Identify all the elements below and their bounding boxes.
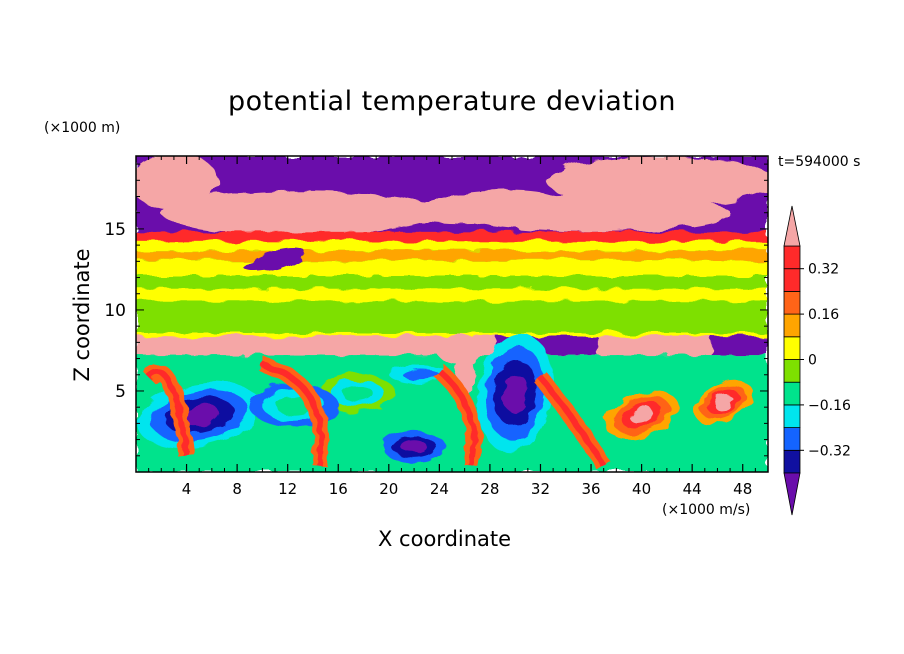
top-edge [136,231,768,242]
x-tick-label: 40 [632,480,651,498]
x-tick-label: 16 [329,480,348,498]
vortex-contour [401,440,428,454]
inversion-dip [711,336,768,356]
colorbar-tick-label: −0.32 [808,443,851,459]
middle-layer-band [136,276,768,289]
colorbar-swatch [783,268,801,292]
top-warm-patch [407,189,560,224]
colorbar: 0.32 0.16 0 −0.16 −0.32 [783,205,851,516]
top-warm-patch [161,190,440,236]
warm-arc [261,361,325,467]
warm-arc [146,369,190,457]
x-tick-label: 12 [278,480,297,498]
colorbar-swatch [783,336,801,360]
colorbar-bottom-extension [783,472,801,516]
x-axis-unit: (×1000 m/s) [662,502,751,518]
x-tick-label: 48 [733,480,752,498]
colorbar-swatch [783,404,801,428]
colorbar-swatch [783,381,801,406]
x-tick-label: 28 [480,480,499,498]
vortex-contour [630,407,654,423]
x-tick-label: 32 [531,480,550,498]
contour-field [136,156,768,472]
middle-layer-band [136,288,768,302]
top-warm-patch [546,156,768,207]
time-label: t=594000 s [778,154,861,170]
colorbar-swatch [783,449,801,474]
vortex-contour [341,385,373,401]
vortex-contour [275,396,313,415]
y-axis-unit: (×1000 m) [44,120,121,136]
colorbar-tick-label: −0.16 [808,398,851,414]
middle-layer-band [136,260,768,277]
x-tick-label: 24 [430,480,449,498]
middle-layer-band [136,250,768,261]
middle-layer-band [136,238,768,251]
colorbar-swatch [783,359,801,383]
cold-intrusion [244,248,306,273]
colorbar-tick-label: 0 [808,353,817,369]
x-tick-label: 44 [683,480,702,498]
vortex-contour [714,395,734,410]
middle-layer-band [136,301,768,333]
warm-arc [437,368,477,467]
y-tick-label: 15 [104,220,126,240]
top-warm-patch [136,156,219,210]
y-tick-label: 10 [104,301,126,321]
colorbar-swatch [783,245,801,270]
colorbar-swatch [783,427,801,451]
colorbar-swatch [783,313,801,338]
x-axis-label: X coordinate [378,527,512,551]
colorbar-tick-label: 0.16 [808,307,839,323]
colorbar-tick-label: 0.32 [808,262,839,278]
vortex-contour [502,374,528,412]
x-tick-label: 36 [581,480,600,498]
y-tick-label: 5 [115,382,126,402]
inversion-plume [436,332,481,365]
colorbar-top-extension [783,205,801,247]
x-tick-label: 4 [182,480,192,498]
warm-arc [538,375,607,468]
vortex-contour [401,368,439,380]
chart-title: potential temperature deviation [228,86,676,117]
x-tick-label: 8 [232,480,242,498]
x-tick-label: 20 [379,480,398,498]
colorbar-swatch [783,290,801,315]
